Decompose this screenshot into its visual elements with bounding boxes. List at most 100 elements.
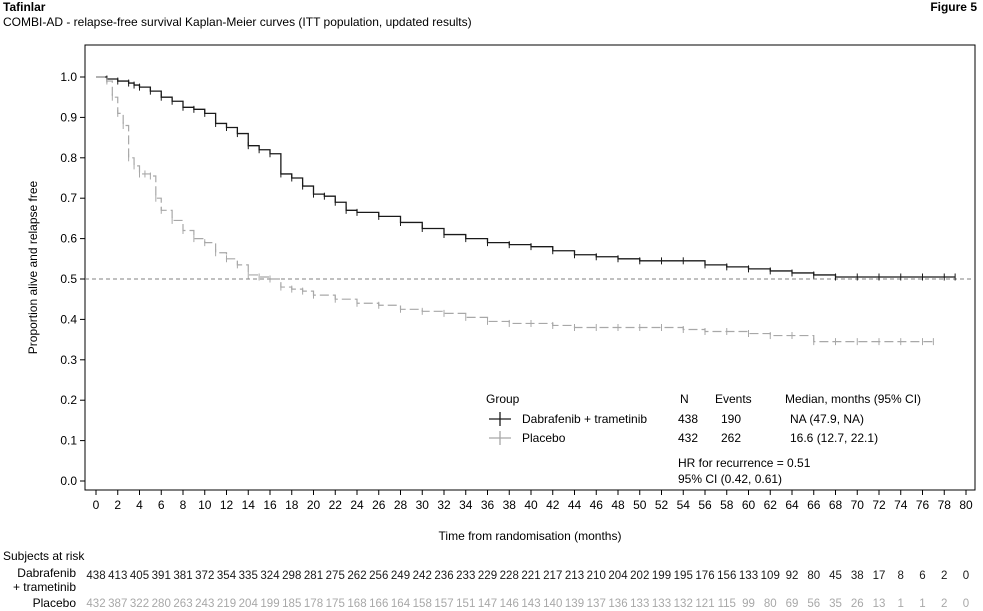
x-tick-label: 48 [611, 498, 625, 512]
legend-events: 262 [721, 431, 741, 445]
risk-count: 2 [941, 570, 947, 582]
risk-count: 243 [195, 598, 214, 610]
series-layer [96, 75, 956, 346]
risk-count: 263 [173, 598, 192, 610]
risk-count: 202 [630, 570, 649, 582]
risk-count: 195 [674, 570, 693, 582]
risk-count: 166 [369, 598, 388, 610]
x-tick-label: 54 [677, 498, 691, 512]
risk-count: 178 [304, 598, 323, 610]
legend-events: 190 [721, 412, 741, 426]
risk-row-label: Placebo [33, 596, 77, 610]
x-tick-label: 78 [938, 498, 952, 512]
x-tick-label: 68 [829, 498, 843, 512]
risk-count: 233 [456, 570, 475, 582]
risk-count: 217 [543, 570, 562, 582]
risk-count: 136 [608, 598, 627, 610]
risk-count: 249 [391, 570, 410, 582]
y-tick-label: 0.4 [60, 312, 77, 326]
risk-count: 133 [652, 598, 671, 610]
risk-count: 121 [695, 598, 714, 610]
risk-count: 413 [108, 570, 127, 582]
risk-count: 109 [761, 570, 780, 582]
risk-table: Subjects at risk Dabrafenib+ trametinib 43… [3, 549, 969, 610]
y-tick-label: 0.2 [60, 393, 77, 407]
risk-count: 387 [108, 598, 127, 610]
risk-count: 221 [521, 570, 540, 582]
x-tick-label: 30 [416, 498, 430, 512]
y-tick-label: 0.7 [60, 191, 77, 205]
x-tick-label: 20 [307, 498, 321, 512]
risk-count: 92 [786, 570, 799, 582]
risk-count: 185 [282, 598, 301, 610]
risk-row-label: Dabrafenib [17, 566, 76, 580]
y-axis-label: Proportion alive and relapse free [26, 180, 40, 354]
x-tick-label: 46 [590, 498, 604, 512]
risk-count: 147 [478, 598, 497, 610]
legend-header-median: Median, months (95% CI) [785, 392, 921, 406]
risk-count: 115 [718, 598, 736, 610]
legend-header-events: Events [715, 392, 752, 406]
chart-title: COMBI-AD - relapse-free survival Kaplan-… [3, 15, 472, 29]
x-tick-label: 60 [742, 498, 756, 512]
x-tick-label: 36 [481, 498, 495, 512]
x-tick-label: 14 [242, 498, 256, 512]
risk-count: 213 [565, 570, 584, 582]
x-tick-label: 56 [698, 498, 712, 512]
x-tick-label: 2 [114, 498, 121, 512]
legend-label: Dabrafenib + trametinib [522, 412, 647, 426]
x-tick-label: 26 [372, 498, 386, 512]
x-tick-label: 40 [524, 498, 538, 512]
risk-count: 69 [786, 598, 799, 610]
risk-count: 280 [152, 598, 171, 610]
x-tick-label: 38 [503, 498, 517, 512]
axes-layer: 0.00.10.20.30.40.50.60.70.80.91.00 2 4 6 8 10… [26, 44, 976, 543]
risk-count: 56 [807, 598, 820, 610]
y-tick-label: 1.0 [60, 70, 77, 84]
x-tick-label: 42 [546, 498, 560, 512]
y-tick-label: 0.3 [60, 353, 77, 367]
x-tick-label: 70 [851, 498, 865, 512]
risk-count: 405 [130, 570, 149, 582]
risk-count: 219 [217, 598, 236, 610]
risk-count: 335 [239, 570, 258, 582]
risk-count: 236 [434, 570, 453, 582]
risk-count: 13 [873, 598, 886, 610]
risk-count: 262 [347, 570, 366, 582]
risk-count: 199 [652, 570, 671, 582]
risk-count: 168 [347, 598, 366, 610]
risk-count: 381 [173, 570, 192, 582]
risk-count: 438 [86, 570, 105, 582]
risk-count: 204 [608, 570, 628, 582]
risk-count: 0 [963, 570, 969, 582]
legend-n: 432 [678, 431, 698, 445]
plot-frame [84, 44, 976, 491]
x-tick-label: 44 [568, 498, 582, 512]
risk-count: 372 [195, 570, 214, 582]
risk-count: 2 [941, 598, 947, 610]
document-title: Tafinlar [3, 0, 46, 14]
risk-count: 6 [919, 570, 925, 582]
risk-count: 156 [717, 570, 736, 582]
risk-count: 199 [260, 598, 279, 610]
x-tick-label: 62 [764, 498, 778, 512]
risk-count: 275 [326, 570, 345, 582]
x-tick-label: 18 [285, 498, 299, 512]
risk-count: 8 [898, 570, 904, 582]
risk-count: 140 [543, 598, 562, 610]
risk-table-title: Subjects at risk [3, 549, 85, 563]
risk-count: 354 [217, 570, 237, 582]
y-tick-label: 0.1 [60, 434, 77, 448]
risk-count: 99 [742, 598, 755, 610]
x-tick-label: 6 [158, 498, 165, 512]
x-tick-label: 12 [220, 498, 234, 512]
x-tick-label: 80 [959, 498, 973, 512]
x-axis-label: Time from randomisation (months) [439, 529, 622, 543]
y-tick-label: 0.6 [60, 232, 77, 246]
x-tick-label: 52 [655, 498, 669, 512]
risk-count: 139 [565, 598, 584, 610]
ci-annotation: 95% CI (0.42, 0.61) [678, 472, 782, 486]
risk-count: 35 [829, 598, 842, 610]
risk-count: 158 [413, 598, 432, 610]
x-tick-label: 74 [894, 498, 908, 512]
